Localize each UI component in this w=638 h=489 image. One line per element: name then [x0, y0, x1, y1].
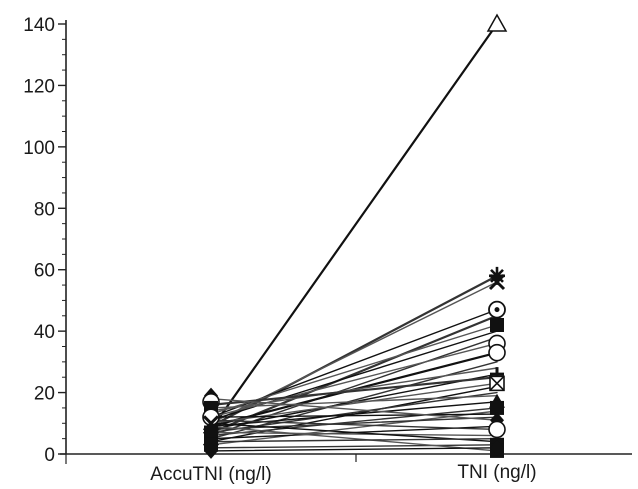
data-point — [490, 439, 504, 456]
series-line — [210, 367, 498, 412]
data-point — [486, 13, 508, 32]
data-point — [204, 442, 218, 459]
y-tick-label: 120 — [23, 76, 55, 97]
data-point — [490, 318, 504, 332]
series-line — [209, 376, 499, 406]
data-point — [490, 400, 504, 415]
series-line — [210, 447, 498, 452]
diamond-marker — [204, 442, 218, 459]
data-point — [488, 300, 506, 319]
series-line — [210, 398, 498, 421]
data-point — [489, 266, 505, 285]
series-line — [210, 444, 498, 449]
data-point — [488, 420, 506, 439]
x-marker — [489, 375, 505, 391]
series-line — [210, 425, 498, 452]
data-point — [488, 343, 506, 362]
y-tick-label: 20 — [34, 384, 55, 405]
y-tick-label: 100 — [23, 138, 55, 159]
y-tick-label: 40 — [34, 322, 55, 343]
series-line — [210, 419, 498, 431]
axes — [58, 20, 632, 464]
x-category-label: AccuTNI (ng/l) — [150, 464, 271, 485]
series-line — [209, 22, 499, 431]
tick-labels: 0 20 40 60 80 100 120 140 AccuTNI (ng/l) TNI (ng/… — [23, 15, 536, 485]
diamond-marker — [490, 439, 504, 456]
y-tick-label: 80 — [34, 199, 55, 220]
data-point — [488, 273, 506, 291]
x-category-label: TNI (ng/l) — [457, 462, 536, 483]
square-marker — [490, 318, 504, 332]
data-point — [489, 375, 505, 392]
y-tick-label: 60 — [34, 261, 55, 282]
series-line — [210, 431, 498, 437]
series-line — [210, 342, 498, 418]
y-tick-label: 0 — [44, 445, 55, 466]
x-marker — [488, 273, 506, 291]
y-tick-label: 140 — [23, 15, 55, 36]
series-line — [210, 413, 498, 418]
series-line — [210, 394, 498, 409]
star-marker — [489, 266, 505, 285]
series-line — [210, 336, 498, 437]
triangle-marker — [486, 13, 508, 32]
series-line — [210, 330, 498, 421]
circle-marker — [488, 343, 506, 362]
series-lines — [209, 22, 499, 452]
circle-dot — [494, 307, 500, 313]
square-marker — [490, 400, 504, 415]
series-markers — [202, 13, 508, 459]
circle-marker — [488, 420, 506, 439]
series-line — [210, 437, 498, 443]
series-line — [210, 416, 498, 431]
